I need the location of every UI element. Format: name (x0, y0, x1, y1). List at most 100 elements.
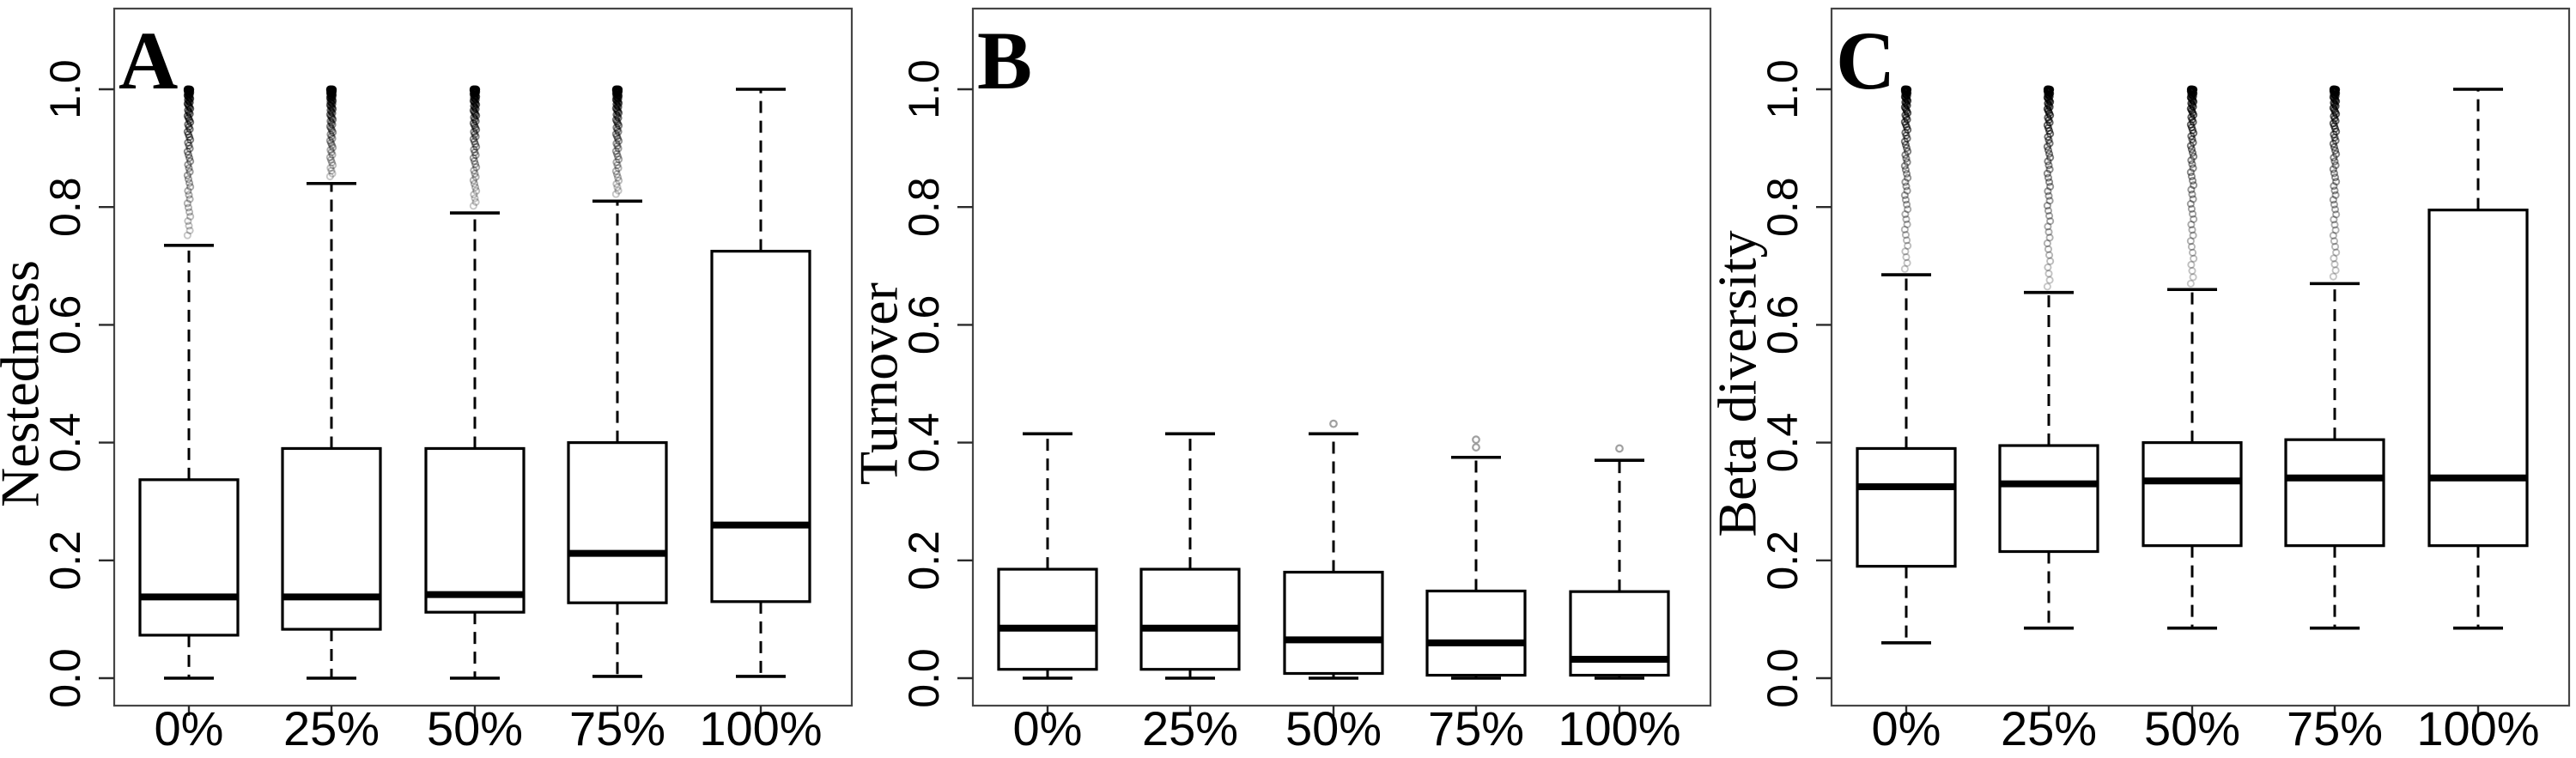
outlier-point (614, 152, 623, 161)
outlier-point (2332, 248, 2341, 257)
boxplot-25% (1998, 85, 2099, 630)
y-tick-label: 0.2 (1759, 531, 1807, 591)
outlier-point (611, 130, 620, 138)
outlier-point (2189, 209, 2197, 218)
outlier-point (1901, 150, 1910, 159)
outlier-point (2045, 197, 2054, 205)
outlier-point (471, 148, 479, 156)
outlier-point (469, 154, 477, 162)
outlier-point (614, 173, 623, 182)
y-axis-title: Beta diversity (1717, 230, 1768, 537)
outlier-point (471, 130, 479, 138)
x-tick-label: 75% (1428, 701, 1524, 755)
y-axis-title: Turnover (859, 282, 909, 485)
y-tick-label: 0.6 (1759, 295, 1807, 355)
outlier-point (469, 135, 477, 143)
outlier-point (1902, 155, 1911, 163)
outlier-point (1902, 252, 1911, 262)
outlier-point (2329, 165, 2337, 173)
outlier-point (2330, 154, 2338, 162)
outlier-point (614, 134, 623, 143)
outlier-point (1900, 264, 1909, 273)
outlier-point (2190, 152, 2198, 161)
outlier-point (1902, 236, 1911, 245)
outlier-point (469, 176, 477, 185)
boxplot-50% (1283, 419, 1384, 680)
outlier-point (2043, 169, 2051, 178)
outlier-point (1902, 182, 1911, 191)
iqr-box (2427, 209, 2529, 548)
plot-frame (971, 7, 1712, 707)
y-tick-label: 0.4 (41, 413, 89, 473)
outlier-point (470, 157, 479, 166)
iqr-box (997, 567, 1098, 671)
outlier-point (469, 202, 477, 210)
outlier-point (184, 217, 192, 226)
outlier-point (2332, 178, 2341, 186)
outlier-point (470, 179, 479, 188)
outlier-point (471, 194, 479, 203)
boxplot-0% (997, 432, 1098, 680)
outlier-point (615, 155, 623, 164)
outlier-point (327, 118, 336, 127)
outlier-point (185, 226, 194, 235)
outlier-point (2046, 217, 2055, 226)
outlier-point (325, 122, 334, 130)
outlier-point (614, 164, 623, 173)
outlier-point (2331, 191, 2340, 199)
x-tick-label: 0% (155, 701, 224, 755)
outlier-point (2045, 276, 2054, 284)
outlier-point (471, 132, 480, 141)
outlier-point (2331, 266, 2340, 275)
outlier-point (2044, 161, 2053, 170)
outlier-point (2044, 270, 2053, 278)
outlier-point (1903, 158, 1911, 167)
outlier-point (2187, 242, 2196, 252)
outlier-point (2043, 143, 2051, 151)
outlier-point (1902, 215, 1911, 223)
iqr-box (1425, 589, 1527, 677)
outlier-point (1900, 161, 1909, 170)
panel-a-chart: 0.0 0.2 0.4 0.6 0.8 1.0 Nestedness A 0% 25% 50% 75%… (0, 0, 859, 758)
outlier-point (614, 144, 623, 153)
boxplot-25% (281, 85, 382, 680)
y-tick-label: 0.0 (41, 648, 89, 708)
outlier-point (1901, 247, 1910, 256)
y-tick-label: 1.0 (41, 59, 89, 119)
outlier-point (472, 143, 481, 151)
plot-frame (1830, 7, 2571, 707)
outlier-point (2190, 215, 2198, 223)
outlier-point (2187, 260, 2196, 269)
outlier-point (328, 150, 337, 159)
outlier-point (2332, 149, 2341, 159)
outlier-point (327, 126, 337, 135)
outlier-point (471, 183, 480, 191)
outlier-point (2043, 239, 2051, 248)
outlier-point (329, 128, 337, 136)
outlier-point (2186, 142, 2195, 150)
outlier-point (1901, 196, 1910, 204)
outlier-point (1901, 141, 1910, 149)
outlier-point (611, 147, 620, 155)
outlier-point (2046, 153, 2055, 162)
outlier-point (184, 175, 192, 184)
outlier-point (2330, 143, 2339, 151)
boxplot-75% (567, 85, 668, 678)
iqr-box (1139, 567, 1241, 671)
outlier-point (329, 115, 337, 124)
outlier-point (2331, 173, 2340, 182)
outlier-point (326, 138, 336, 148)
y-tick-label: 0.2 (900, 531, 948, 591)
boxplot-100% (1569, 444, 1670, 680)
outlier-point-light (1472, 435, 1480, 445)
outlier-point (2044, 227, 2053, 236)
outlier-point (472, 186, 481, 195)
outlier-point (2186, 279, 2195, 288)
outlier-point (328, 120, 337, 129)
x-tick-label: 0% (1013, 701, 1083, 755)
y-tick-label: 0.4 (1759, 413, 1807, 473)
outlier-point (2046, 257, 2055, 265)
outlier-point (471, 197, 480, 206)
outlier-point (614, 186, 623, 195)
outlier-point (184, 186, 192, 195)
